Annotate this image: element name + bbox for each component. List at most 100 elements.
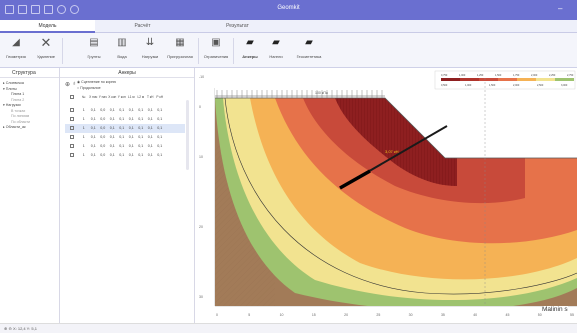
tree-item[interactable]: По области <box>11 119 31 124</box>
table-cell[interactable]: 0,1 <box>119 144 125 148</box>
table-cell[interactable]: 0,0 <box>100 135 106 139</box>
slope-model-drawing[interactable]: 3,07 кН 100 кПа -10 0 10 20 30 0 5 10 15 20 25 30 3… <box>195 68 577 323</box>
table-row[interactable]: 1 0,1 0,0 0,1 0,1 0,1 0,1 0,1 0,1 <box>65 115 185 124</box>
help-icon[interactable] <box>70 5 79 14</box>
table-cell[interactable]: 0,0 <box>100 126 106 130</box>
zoom-in-icon[interactable]: ⊕ <box>4 326 8 331</box>
table-cell[interactable]: 0,1 <box>90 135 96 139</box>
table-cell[interactable]: 0,1 <box>147 144 153 148</box>
table-cell[interactable]: 0,1 <box>109 135 115 139</box>
table-cell[interactable]: 1 <box>82 153 85 157</box>
geosynthetics-button[interactable]: ▰ Геосинтетика <box>296 37 322 59</box>
tab-calculation[interactable]: Расчёт <box>134 23 151 29</box>
table-cell[interactable]: 0,1 <box>157 144 163 148</box>
table-cell[interactable]: 1 <box>82 126 85 130</box>
select-all-checkbox[interactable] <box>70 95 74 100</box>
table-cell[interactable]: 0,1 <box>138 135 144 139</box>
table-cell[interactable]: 0,1 <box>119 126 125 130</box>
save-icon[interactable] <box>31 5 40 14</box>
table-cell[interactable]: 0,1 <box>147 117 153 121</box>
tree-item[interactable]: ▸ Области_ак <box>3 125 26 129</box>
limits-button[interactable]: ▣ Ограничения <box>203 37 229 59</box>
table-cell[interactable]: 0,1 <box>119 153 125 157</box>
file-icon[interactable] <box>5 5 14 14</box>
table-cell[interactable]: 0,1 <box>147 126 153 130</box>
table-cell[interactable]: 1 <box>82 117 85 121</box>
table-row[interactable]: 1 0,1 0,0 0,1 0,1 0,1 0,1 0,1 0,1 <box>65 133 185 142</box>
retaining-button[interactable]: ▦ Пригрузочная <box>167 37 193 59</box>
table-cell[interactable]: 0,1 <box>147 153 153 157</box>
table-scrollbar[interactable] <box>186 100 189 170</box>
table-cell[interactable]: 0,1 <box>138 153 144 157</box>
table-cell[interactable]: 0,0 <box>100 117 106 121</box>
table-cell[interactable]: 0,1 <box>109 108 115 112</box>
row-checkbox[interactable] <box>70 144 74 149</box>
table-cell[interactable]: 0,1 <box>119 135 125 139</box>
add-anchor-icon[interactable]: ⊕ <box>65 82 71 88</box>
tree-item[interactable]: ▸ Слоевочка <box>3 81 24 85</box>
table-cell[interactable]: 0,1 <box>147 135 153 139</box>
delete-anchor-icon[interactable]: ♁ <box>72 81 77 87</box>
table-cell[interactable]: 0,1 <box>157 126 163 130</box>
tab-results[interactable]: Результат <box>226 23 249 29</box>
delete-button[interactable]: ✕ Удаление <box>36 35 55 59</box>
table-cell[interactable]: 0,1 <box>138 117 144 121</box>
table-cell[interactable]: 0,1 <box>128 126 134 130</box>
row-checkbox[interactable] <box>70 126 74 131</box>
row-checkbox[interactable] <box>70 108 74 113</box>
tree-item[interactable]: По линиям <box>11 114 30 118</box>
table-row[interactable]: 1 0,1 0,0 0,1 0,1 0,1 0,1 0,1 0,1 <box>65 124 185 133</box>
table-row[interactable]: 1 0,1 0,0 0,1 0,1 0,1 0,1 0,1 0,1 <box>65 151 185 160</box>
table-cell[interactable]: 0,1 <box>128 153 134 157</box>
minimize-button[interactable]: – <box>558 4 563 13</box>
table-cell[interactable]: 0,1 <box>109 126 115 130</box>
soils-button[interactable]: ▤ Грунты <box>87 37 101 59</box>
table-cell[interactable]: 0,1 <box>90 153 96 157</box>
radio-longitudinal[interactable]: ○ Продольное <box>77 86 101 90</box>
table-cell[interactable]: 0,1 <box>138 126 144 130</box>
table-row[interactable]: 1 0,1 0,0 0,1 0,1 0,1 0,1 0,1 0,1 <box>65 106 185 115</box>
row-checkbox[interactable] <box>70 117 74 122</box>
table-cell[interactable]: 0,1 <box>157 153 163 157</box>
tree-item[interactable]: ▾ Нагрузки <box>3 103 21 107</box>
table-cell[interactable]: 0,0 <box>100 153 106 157</box>
export-icon[interactable] <box>44 5 53 14</box>
table-cell[interactable]: 0,1 <box>109 153 115 157</box>
row-checkbox[interactable] <box>70 153 74 158</box>
table-cell[interactable]: 0,0 <box>100 108 106 112</box>
zoom-out-icon[interactable]: ⊖ <box>8 326 12 331</box>
open-folder-icon[interactable] <box>18 5 27 14</box>
table-cell[interactable]: 0,1 <box>128 135 134 139</box>
row-checkbox[interactable] <box>70 135 74 140</box>
table-cell[interactable]: 0,1 <box>90 117 96 121</box>
table-cell[interactable]: 0,1 <box>128 108 134 112</box>
tab-model[interactable]: Модель <box>0 20 95 33</box>
model-canvas[interactable]: 3,07 кН 100 кПа -10 0 10 20 30 0 5 10 15 20 25 30 3… <box>195 68 577 323</box>
table-cell[interactable]: 0,1 <box>90 144 96 148</box>
tree-item[interactable]: Плита 1 <box>11 92 25 96</box>
nails-button[interactable]: ▰ Нагели <box>269 37 283 59</box>
table-cell[interactable]: 0,1 <box>157 108 163 112</box>
radio-root-adhesion[interactable]: ◉ Сцепление по корню <box>77 80 117 84</box>
settings-icon[interactable] <box>57 5 66 14</box>
table-cell[interactable]: 0,1 <box>157 117 163 121</box>
table-cell[interactable]: 1 <box>82 108 85 112</box>
table-cell[interactable]: 0,1 <box>109 117 115 121</box>
tree-item[interactable]: ▾ Плиты <box>3 86 17 91</box>
loads-button[interactable]: ⇊ Нагрузки <box>141 37 159 59</box>
table-cell[interactable]: 1 <box>82 135 85 139</box>
table-cell[interactable]: 0,1 <box>90 126 96 130</box>
table-cell[interactable]: 0,1 <box>90 108 96 112</box>
water-button[interactable]: ▥ Вода <box>117 37 127 59</box>
table-cell[interactable]: 0,1 <box>147 108 153 112</box>
table-row[interactable]: 1 0,1 0,0 0,1 0,1 0,1 0,1 0,1 0,1 <box>65 142 185 151</box>
table-cell[interactable]: 0,1 <box>138 144 144 148</box>
geometry-button[interactable]: ◢ Геометрия <box>6 37 26 59</box>
tree-item[interactable]: В точках <box>11 108 26 113</box>
table-cell[interactable]: 0,1 <box>109 144 115 148</box>
table-cell[interactable]: 0,1 <box>128 144 134 148</box>
table-cell[interactable]: 0,1 <box>157 135 163 139</box>
table-cell[interactable]: 0,1 <box>119 117 125 121</box>
table-cell[interactable]: 0,1 <box>138 108 144 112</box>
anchors-button[interactable]: ▰ Анкеры <box>242 37 258 59</box>
